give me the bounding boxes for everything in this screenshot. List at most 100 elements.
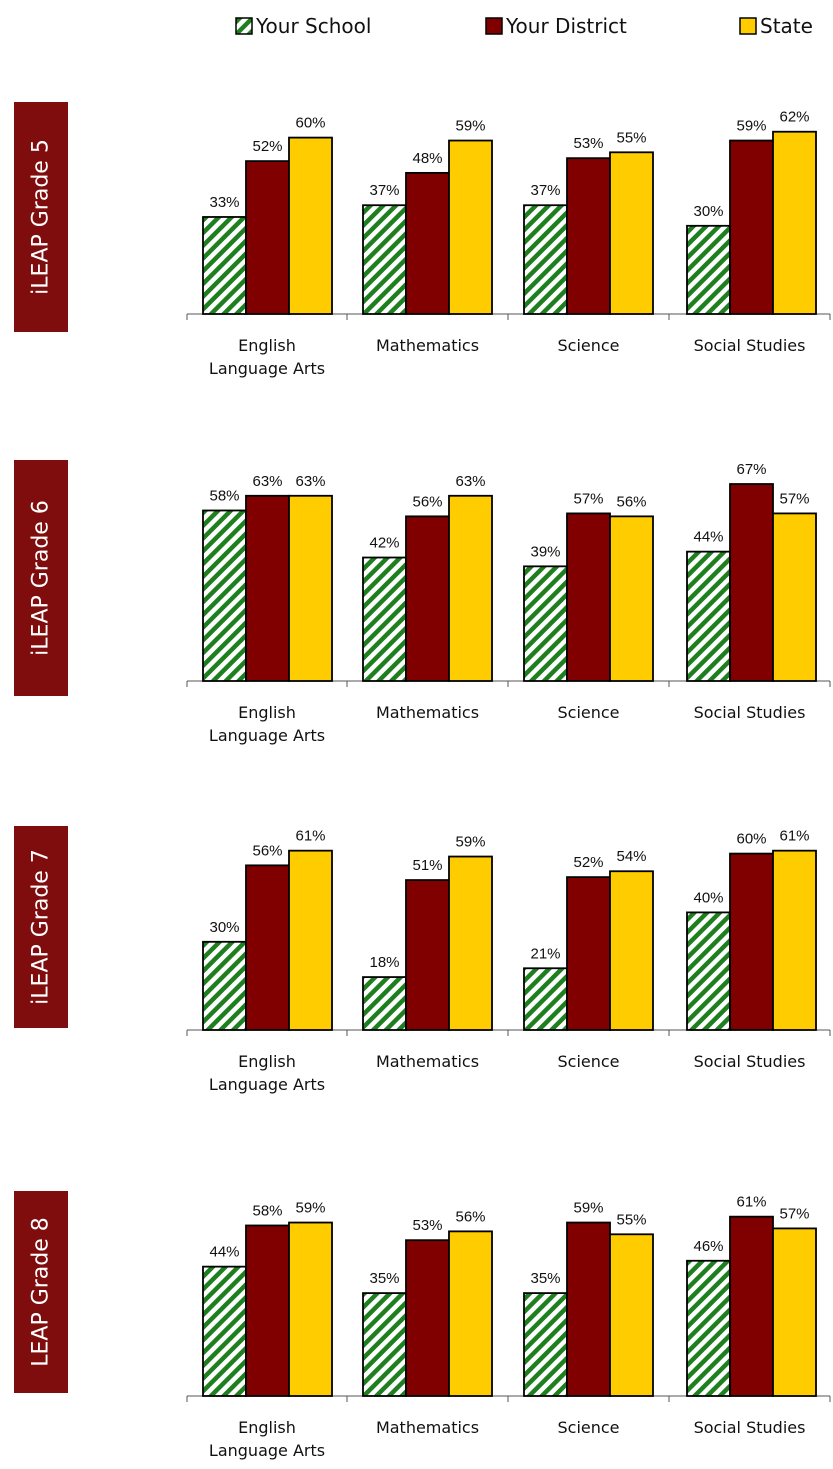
bar-your-district: [729, 483, 774, 682]
bar-your-school: [686, 911, 731, 1031]
data-label: 59%: [295, 1200, 325, 1217]
bar-your-school: [202, 1265, 247, 1397]
bar-your-district: [405, 515, 450, 682]
category-label: Mathematics: [376, 1052, 479, 1071]
bar-state: [609, 151, 654, 315]
data-label: 56%: [252, 842, 282, 859]
bar-state: [288, 136, 333, 315]
bar-state: [448, 139, 493, 315]
category-label: Science: [557, 1052, 619, 1071]
data-label: 63%: [455, 473, 485, 490]
category-label: English Language Arts: [209, 336, 325, 378]
bar-state: [288, 849, 333, 1031]
panel-side-label: LEAP Grade 8: [29, 1217, 54, 1367]
panel-side-label: iLEAP Grade 7: [29, 849, 54, 1005]
bar-your-district: [566, 157, 611, 315]
bar-your-school: [202, 216, 247, 315]
legend-item-state: State: [739, 14, 813, 38]
data-label: 57%: [573, 490, 603, 507]
category-label: Mathematics: [376, 336, 479, 355]
bar-your-district: [245, 864, 290, 1031]
data-label: 21%: [530, 945, 560, 962]
data-label: 61%: [736, 1194, 766, 1211]
bar-your-school: [362, 976, 407, 1031]
category-label: Social Studies: [694, 336, 806, 355]
bar-your-district: [729, 139, 774, 315]
chart-panel-1: iLEAP Grade 5 33% 52% 60% English Language Ar…: [14, 102, 831, 378]
category-label: English Language Arts: [209, 1052, 325, 1094]
chart-panel-3: iLEAP Grade 7 30% 56% 61% English Language Ar…: [14, 826, 831, 1094]
data-label: 18%: [369, 954, 399, 971]
data-label: 55%: [616, 129, 646, 146]
bar-your-district: [566, 1221, 611, 1397]
legend-swatch-your-school: [235, 17, 253, 35]
data-label: 58%: [209, 487, 239, 504]
data-label: 33%: [209, 194, 239, 211]
data-label: 44%: [693, 529, 723, 546]
bar-your-school: [362, 556, 407, 682]
bar-your-school: [523, 1292, 568, 1397]
data-label: 57%: [779, 490, 809, 507]
bar-state: [609, 870, 654, 1031]
bar-your-district: [405, 879, 450, 1031]
data-label: 53%: [573, 135, 603, 152]
bar-your-school: [202, 509, 247, 682]
bar-your-school: [523, 204, 568, 315]
panel-side-label: iLEAP Grade 6: [29, 500, 54, 656]
category-label: English Language Arts: [209, 703, 325, 745]
data-label: 55%: [616, 1211, 646, 1228]
bar-state: [448, 855, 493, 1031]
data-label: 46%: [693, 1238, 723, 1255]
data-label: 59%: [455, 834, 485, 851]
data-label: 60%: [736, 831, 766, 848]
data-label: 39%: [530, 543, 560, 560]
data-label: 58%: [252, 1202, 282, 1219]
chart-panel-2: iLEAP Grade 6 58% 63% 63% English Language Ar…: [14, 460, 831, 745]
data-label: 63%: [295, 473, 325, 490]
bar-your-school: [686, 224, 731, 315]
bar-your-school: [686, 1259, 731, 1397]
bar-your-district: [566, 876, 611, 1031]
panel-side-label-box: [14, 826, 68, 1028]
bar-state: [609, 1233, 654, 1397]
legend-item-your-district: Your District: [485, 14, 627, 38]
data-label: 59%: [455, 118, 485, 135]
category-label: Social Studies: [694, 703, 806, 722]
panel-side-label-box: [14, 1191, 68, 1393]
category-label: Science: [557, 1418, 619, 1437]
legend-label-your-district: Your District: [505, 14, 627, 38]
bar-your-district: [245, 1224, 290, 1397]
data-label: 56%: [616, 493, 646, 510]
data-label: 52%: [252, 138, 282, 155]
bar-your-school: [202, 940, 247, 1031]
data-label: 48%: [412, 150, 442, 167]
bar-state: [772, 130, 817, 315]
bar-your-school: [523, 565, 568, 682]
data-label: 56%: [455, 1208, 485, 1225]
legend-swatch-your-district: [485, 17, 503, 35]
bar-state: [772, 1227, 817, 1397]
bar-state: [448, 494, 493, 682]
category-label: Social Studies: [694, 1052, 806, 1071]
category-label: Science: [557, 336, 619, 355]
data-label: 44%: [209, 1244, 239, 1261]
bar-state: [609, 515, 654, 682]
category-label: Social Studies: [694, 1418, 806, 1437]
legend-label-your-school: Your School: [255, 14, 371, 38]
data-label: 30%: [693, 203, 723, 220]
chart-panel-4: LEAP Grade 8 44% 58% 59% English Language Art…: [14, 1191, 831, 1460]
data-label: 60%: [295, 115, 325, 132]
bar-your-district: [729, 1215, 774, 1397]
bar-state: [772, 512, 817, 682]
data-label: 59%: [736, 118, 766, 135]
data-label: 35%: [530, 1270, 560, 1287]
bar-your-school: [362, 1292, 407, 1397]
chart-panels: iLEAP Grade 5 33% 52% 60% English Language Ar…: [14, 102, 831, 1460]
bar-your-school: [686, 550, 731, 682]
data-label: 59%: [573, 1200, 603, 1217]
bar-your-district: [245, 160, 290, 315]
data-label: 30%: [209, 919, 239, 936]
data-label: 67%: [736, 461, 766, 478]
data-label: 40%: [693, 889, 723, 906]
bar-your-school: [523, 967, 568, 1031]
